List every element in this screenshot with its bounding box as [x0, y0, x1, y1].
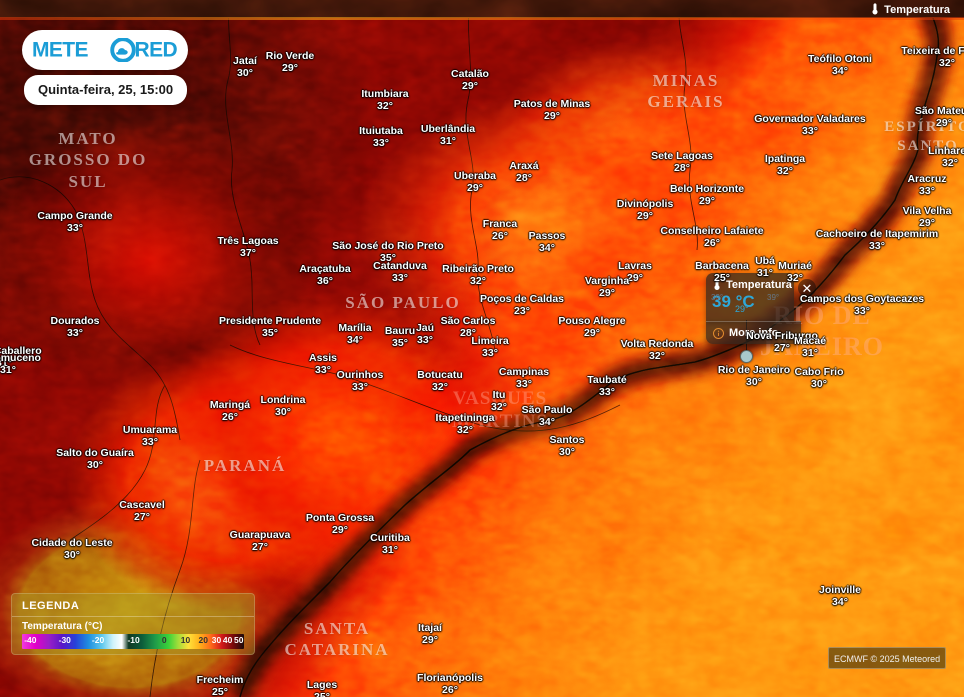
svg-text:METE: METE	[32, 39, 89, 62]
svg-text:RED: RED	[135, 39, 178, 62]
